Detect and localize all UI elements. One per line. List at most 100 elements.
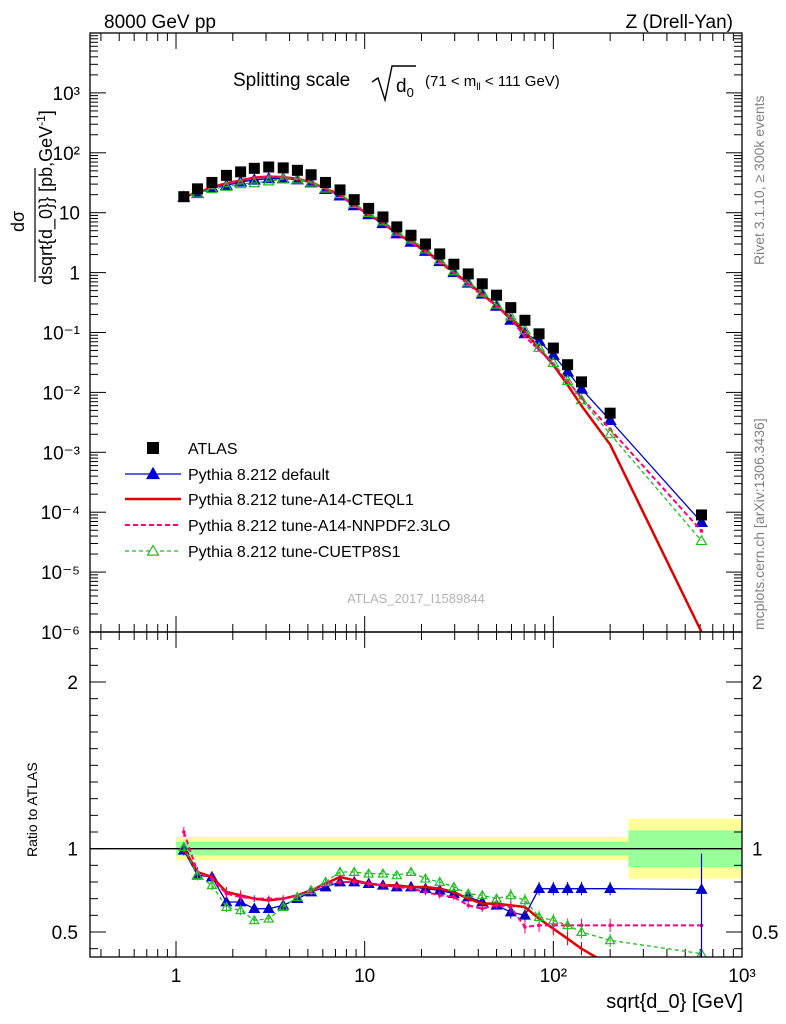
x-tick-label: 1 (171, 966, 182, 987)
ratio-ytick-label: 1 (67, 840, 78, 861)
ratio-point-cuetp8s1 (206, 879, 218, 890)
atlas-point (462, 268, 474, 280)
ratio-plot: 0.5 0.5 1 1 2 2 1 10 10² 10³ (52, 631, 778, 987)
atlas-point (505, 302, 517, 314)
atlas-point (291, 164, 303, 176)
ratio-point-cuetp8s1 (462, 887, 474, 898)
ratio-point-default (575, 882, 588, 894)
ratio-point-default (262, 902, 275, 914)
legend-marker-atlas (147, 442, 159, 454)
atlas-point (305, 169, 317, 181)
legend-marker-default (145, 466, 161, 480)
ratio-point-cuetp8s1 (476, 889, 488, 900)
atlas-point (419, 238, 431, 250)
main-point-cuetp8s1 (547, 356, 560, 368)
legend: ATLAS Pythia 8.212 default Pythia 8.212 tu… (125, 441, 450, 561)
ratio-point-default (248, 902, 261, 914)
ratio-point-nnpdf (281, 896, 286, 901)
ratio-point-nnpdf (366, 881, 371, 886)
ratio-point-nnpdf (210, 876, 214, 881)
ratio-point-nnpdf (537, 923, 541, 928)
ratio-point-nnpdf (224, 891, 229, 896)
ratio-point-nnpdf (423, 890, 428, 894)
rivet-label: Rivet 3.1.10, ≥ 300k events (751, 95, 767, 265)
main-point-nnpdf (699, 529, 704, 533)
ratio-point-default (518, 909, 531, 920)
ratio-point-cuetp8s1 (178, 841, 190, 851)
ratio-ytick-label-right: 0.5 (752, 923, 778, 944)
main-ytick-label: 10⁻¹ (43, 324, 81, 345)
mcplots-label: mcplots.cern.ch [arXiv:1306.3436] (751, 418, 767, 630)
ratio-point-nnpdf (394, 885, 399, 889)
main-point-cuetp8s1 (575, 393, 588, 405)
ratio-point-cuetp8s1 (547, 914, 559, 925)
ratio-point-nnpdf (409, 886, 413, 891)
legend-label-2: Pythia 8.212 tune-A14-CTEQL1 (188, 492, 414, 509)
ratio-point-cuetp8s1 (491, 892, 503, 903)
ratio-point-nnpdf (266, 896, 271, 901)
ratio-point-nnpdf (452, 895, 456, 899)
main-ytick-label: 10 (59, 204, 80, 225)
x-tick-label: 10² (540, 966, 567, 987)
ratio-point-cuetp8s1 (696, 947, 707, 957)
atlas-point (363, 202, 375, 214)
main-point-cuetp8s1 (277, 172, 290, 184)
ratio-frame (89, 631, 743, 958)
legend-label-0: ATLAS (188, 441, 238, 458)
ratio-point-cuetp8s1 (562, 919, 574, 930)
ratio-ytick-label-right: 1 (752, 840, 763, 861)
main-point-cuetp8s1 (518, 323, 531, 335)
atlas-point (377, 211, 389, 223)
atlas-point (178, 191, 190, 203)
header-left: 8000 GeV pp (104, 12, 216, 33)
ratio-point-cuetp8s1 (434, 876, 446, 886)
ratio-point-nnpdf (352, 880, 357, 884)
ratio-point-cuetp8s1 (391, 869, 403, 880)
ratio-point-nnpdf (523, 925, 527, 929)
atlas-point (334, 184, 346, 196)
atlas-point (248, 162, 260, 174)
title-main: Splitting scale (233, 70, 350, 91)
main-point-cuetp8s1 (476, 286, 489, 297)
atlas-point (533, 328, 545, 340)
main-point-cuetp8s1 (220, 180, 233, 191)
main-point-cuetp8s1 (262, 174, 275, 186)
title-cut: (71 < mll < 111 GeV) (425, 73, 560, 93)
atlas-point (434, 248, 446, 260)
main-point-cuetp8s1 (695, 534, 708, 546)
ratio-point-default (533, 882, 546, 894)
main-point-default (574, 382, 589, 394)
ratio-point-nnpdf (182, 830, 186, 834)
legend-label-4: Pythia 8.212 tune-CUETP8S1 (188, 544, 401, 561)
atlas-point (519, 314, 531, 326)
ratio-point-nnpdf (381, 883, 385, 888)
main-ytick-label: 10⁻⁶ (41, 623, 80, 644)
ratio-ytick-label: 0.5 (52, 923, 78, 944)
ratio-point-cuetp8s1 (533, 911, 545, 921)
main-point-cuetp8s1 (291, 173, 304, 184)
legend-label-3: Pythia 8.212 tune-A14-NNPDF2.3LO (188, 518, 450, 535)
ratio-point-nnpdf (238, 895, 243, 899)
atlas-point (491, 289, 503, 301)
ratio-curves (177, 827, 708, 957)
x-tick-label: 10³ (728, 966, 755, 987)
atlas-point (277, 162, 289, 174)
atlas-point (263, 161, 275, 173)
main-point-cuetp8s1 (504, 309, 517, 321)
atlas-point (562, 359, 574, 371)
main-ytick-label: 10² (53, 144, 80, 165)
ratio-point-cuetp8s1 (604, 934, 616, 945)
ratio-point-cuetp8s1 (419, 872, 432, 883)
atlas-point (604, 407, 616, 419)
ratio-point-nnpdf (437, 893, 442, 898)
ratio-point-cuetp8s1 (248, 914, 260, 925)
sqrt-symbol (371, 65, 416, 103)
legend-marker-cuetp8s1 (146, 544, 160, 556)
ratio-point-cuetp8s1 (235, 904, 247, 915)
atlas-point (448, 258, 460, 270)
main-point-default (694, 515, 709, 527)
main-point-cuetp8s1 (305, 176, 318, 187)
ratio-point-cuetp8s1 (519, 894, 531, 905)
ratio-point-cuetp8s1 (277, 901, 289, 911)
